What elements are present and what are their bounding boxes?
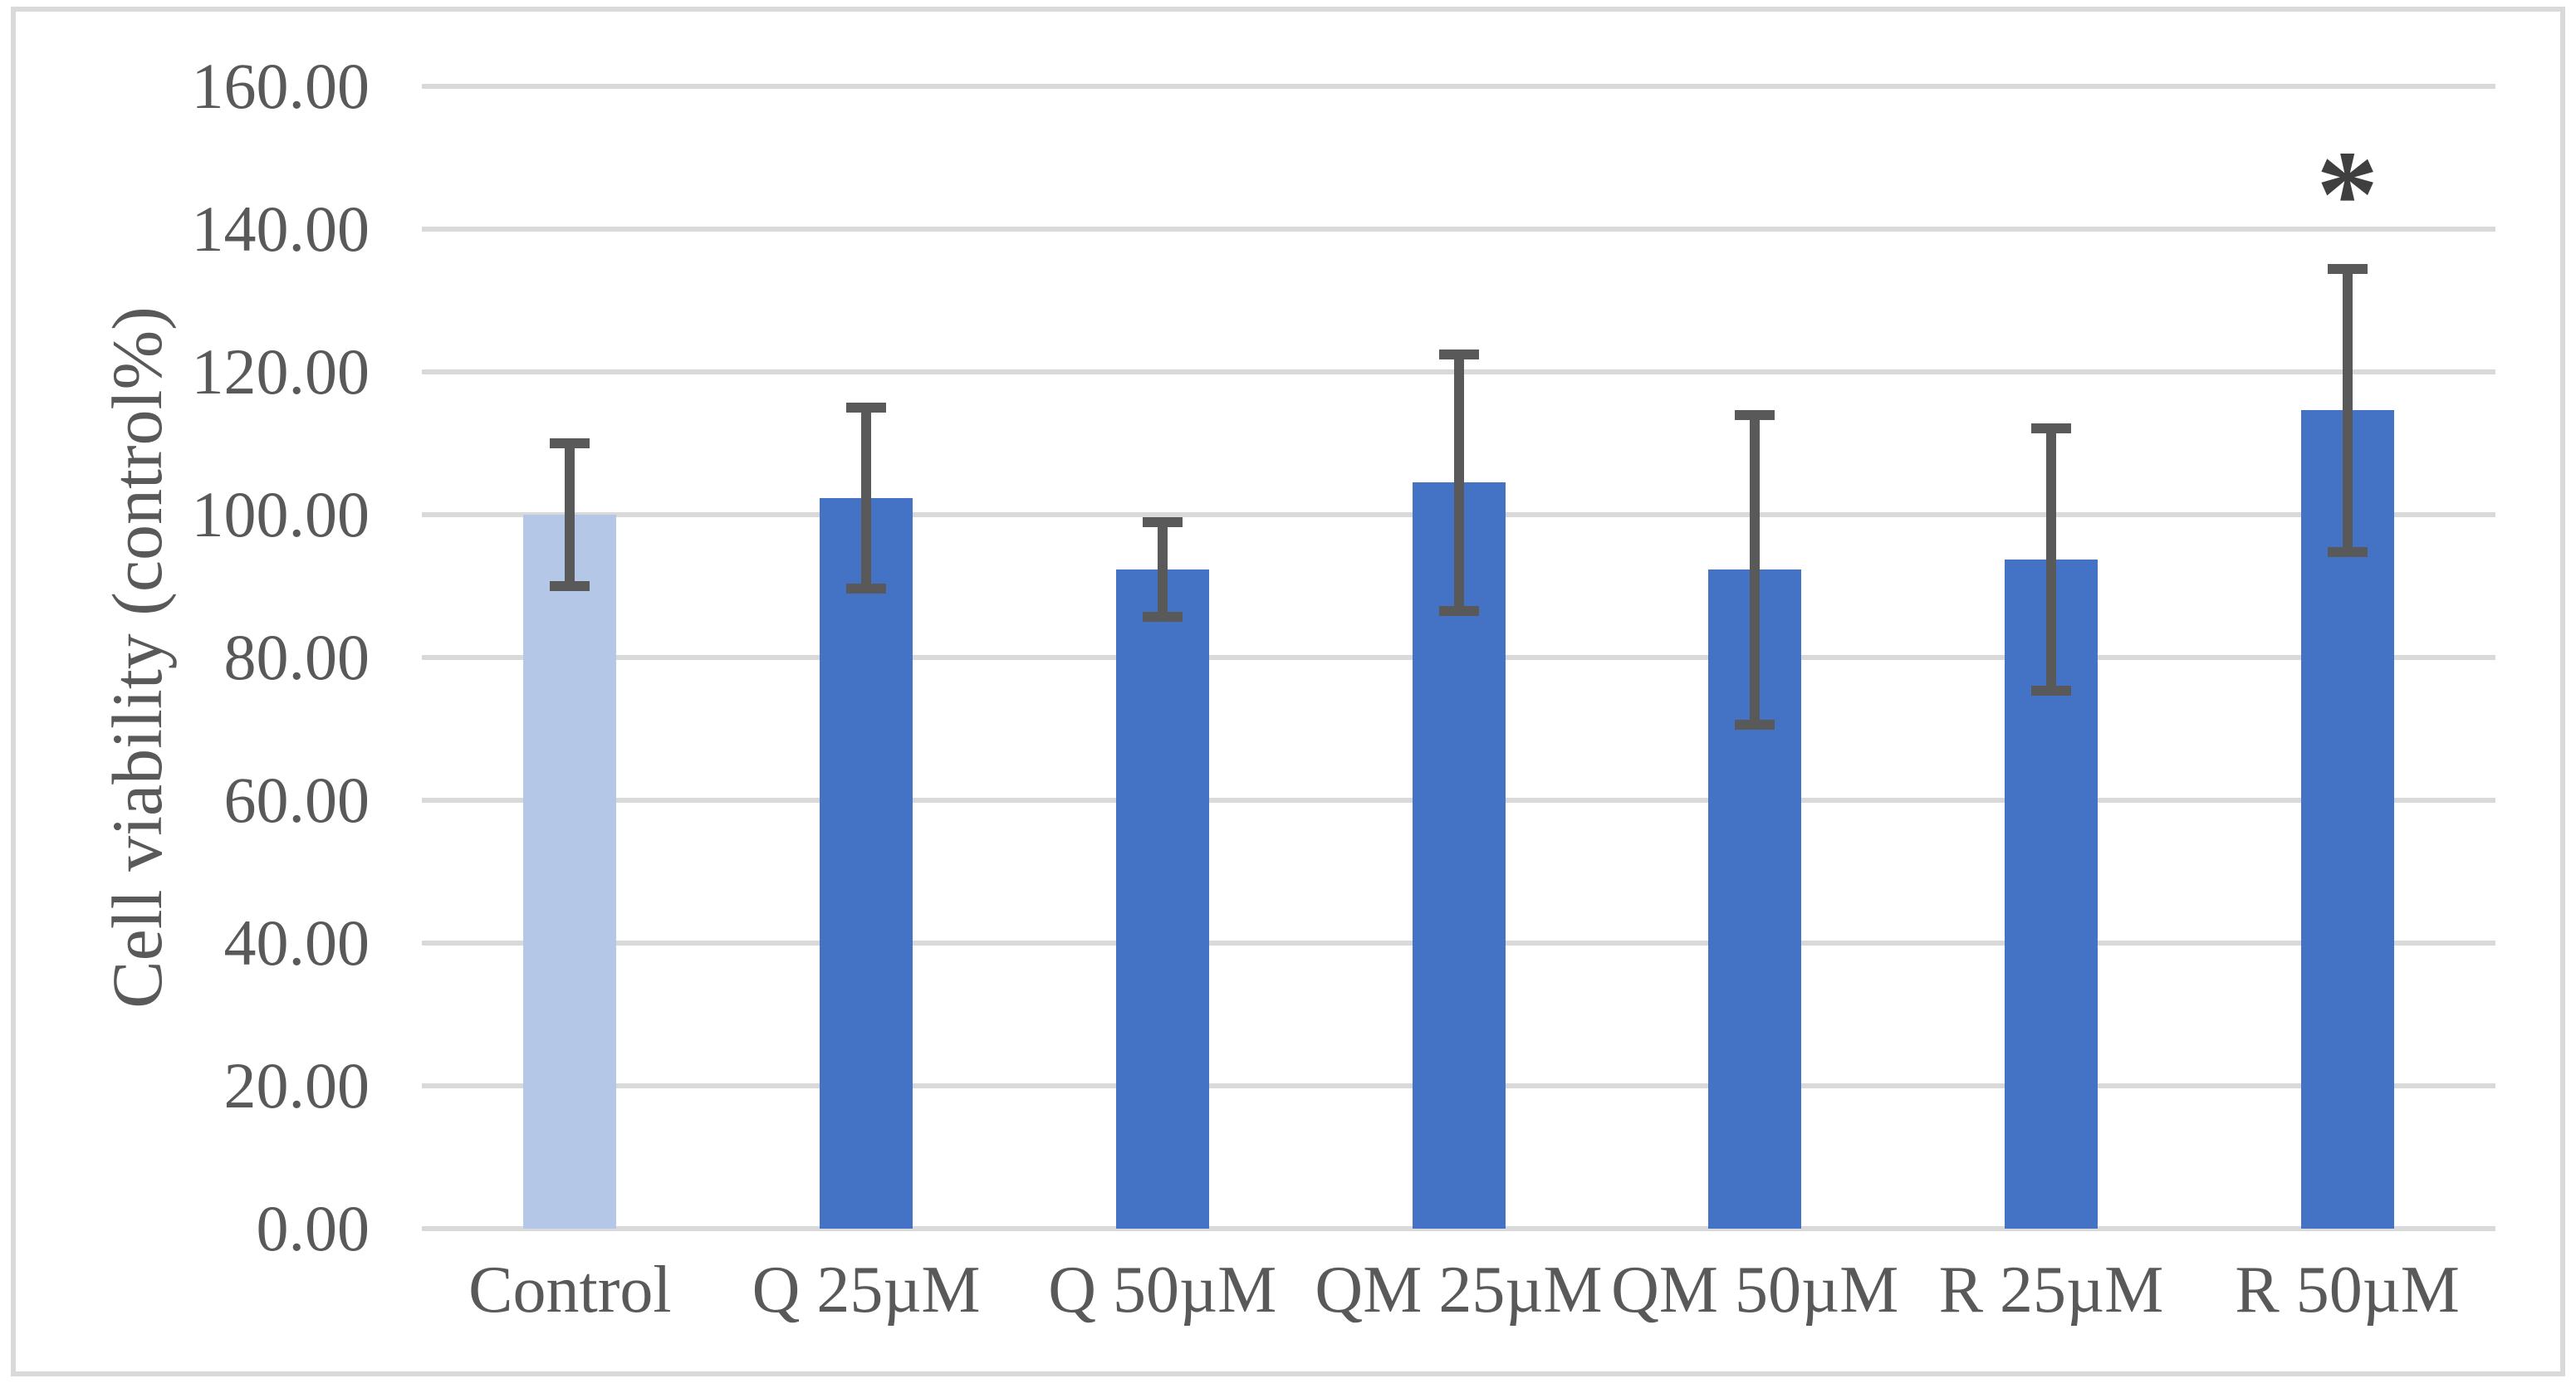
y-tick-label: 80.00 — [223, 621, 370, 693]
error-bar-cap — [550, 438, 590, 448]
x-category-label: Q 25µM — [752, 1254, 981, 1327]
error-bar-cap — [2327, 264, 2368, 275]
gridline — [422, 84, 2495, 89]
y-tick-label: 140.00 — [191, 193, 370, 265]
x-axis-baseline — [422, 1226, 2495, 1231]
x-category-label: R 25µM — [1938, 1254, 2164, 1327]
error-bar — [861, 408, 872, 589]
error-bar-cap — [2327, 546, 2368, 557]
error-bar-cap — [550, 581, 590, 591]
error-bar — [565, 443, 575, 586]
y-tick-label: 20.00 — [223, 1049, 370, 1122]
x-category-label: QM 25µM — [1315, 1254, 1603, 1327]
error-bar-cap — [2030, 686, 2071, 696]
error-bar-cap — [2030, 423, 2071, 433]
error-bar-cap — [846, 403, 887, 413]
error-bar-cap — [846, 584, 887, 594]
x-category-label: Control — [468, 1254, 672, 1327]
y-tick-label: 160.00 — [191, 50, 370, 122]
bar-q-25-m — [820, 498, 913, 1229]
y-tick-label: 120.00 — [191, 335, 370, 408]
x-category-label: QM 50µM — [1611, 1254, 1899, 1327]
x-category-label: R 50µM — [2235, 1254, 2460, 1327]
error-bar — [1453, 354, 1464, 612]
error-bar — [1750, 414, 1761, 725]
y-tick-label: 0.00 — [256, 1192, 370, 1264]
y-tick-label: 100.00 — [191, 478, 370, 550]
error-bar — [1157, 522, 1168, 617]
y-tick-label: 60.00 — [223, 764, 370, 836]
error-bar-cap — [1438, 349, 1479, 359]
bar-q-50-m — [1115, 569, 1209, 1229]
error-bar-cap — [1142, 517, 1183, 528]
error-bar-cap — [1735, 409, 1775, 420]
y-tick-label: 40.00 — [223, 907, 370, 979]
gridline — [422, 227, 2495, 232]
error-bar — [2342, 269, 2353, 552]
chart-border — [11, 7, 2565, 1376]
error-bar — [2045, 428, 2056, 692]
error-bar-cap — [1142, 611, 1183, 622]
significance-asterisk: * — [2316, 125, 2379, 264]
bar-control — [523, 515, 617, 1229]
error-bar-cap — [1438, 606, 1479, 617]
plot-area — [422, 84, 2495, 1231]
error-bar-cap — [1735, 719, 1775, 730]
x-category-label: Q 50µM — [1048, 1254, 1277, 1327]
